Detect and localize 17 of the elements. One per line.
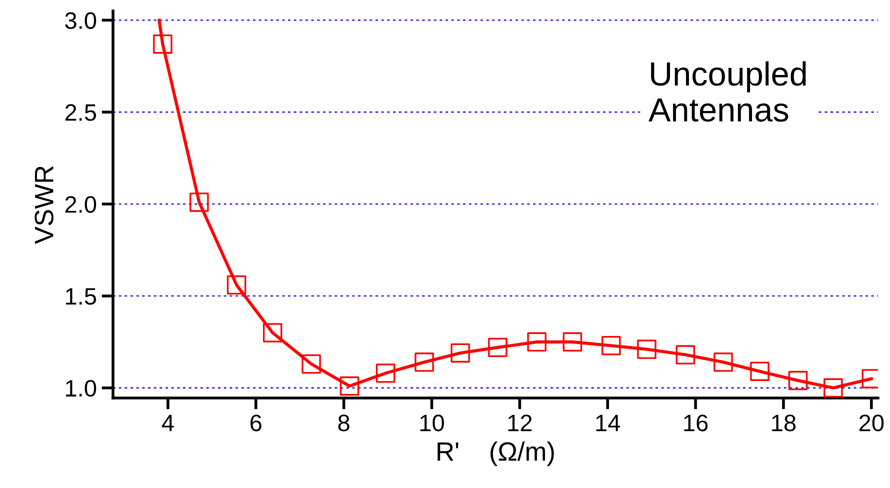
y-tick-label: 2.5 — [65, 104, 96, 121]
y-tick-label: 2.0 — [65, 196, 96, 213]
x-tick-label: 8 — [338, 414, 350, 432]
y-axis-title: VSWR — [34, 166, 54, 244]
y-tick-label: 3.0 — [65, 12, 96, 29]
x-tick-label: 6 — [250, 414, 262, 432]
x-axis-title: R' (Ω/m) — [438, 442, 554, 466]
x-tick-label: 16 — [684, 414, 708, 432]
annotation: Uncoupled Antennas — [648, 61, 806, 122]
x-tick-label: 12 — [508, 414, 532, 432]
y-tick-label: 1.5 — [66, 288, 96, 305]
x-tick-label: 20 — [859, 414, 884, 432]
x-tick-label: 4 — [162, 414, 174, 432]
x-tick-label: 10 — [420, 414, 444, 432]
x-tick-label: 14 — [596, 414, 620, 432]
y-tick-label: 1.0 — [66, 380, 96, 397]
x-tick-label: 18 — [772, 414, 796, 432]
